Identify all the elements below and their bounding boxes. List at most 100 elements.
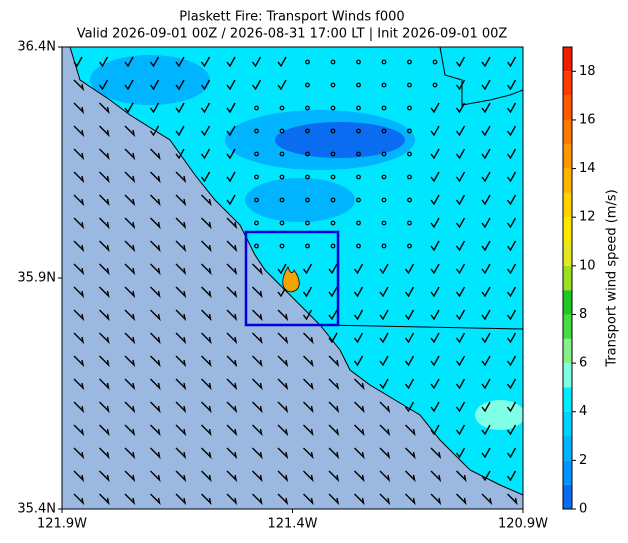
wind-barb: [481, 125, 491, 137]
wind-barb: [124, 332, 136, 345]
wind-barb: [124, 286, 136, 299]
calm-marker: [381, 197, 387, 203]
wind-barb: [430, 309, 440, 321]
wind-barb: [175, 355, 187, 368]
wind-barb: [124, 263, 136, 276]
y-tick-label: 35.9N: [17, 271, 56, 286]
wind-barb: [150, 286, 161, 299]
title: Plaskett Fire: Transport Winds f000: [179, 10, 404, 25]
wind-barb: [73, 56, 83, 68]
wind-barb: [481, 493, 493, 506]
wind-barbs: [73, 56, 518, 506]
wind-barb: [430, 401, 440, 413]
wind-barb: [379, 447, 391, 460]
wind-barb: [226, 493, 238, 506]
wind-barb: [175, 102, 185, 114]
wind-barb: [124, 493, 136, 506]
wind-barb: [379, 378, 389, 390]
wind-barb: [506, 286, 517, 298]
wind-barb: [354, 447, 365, 460]
wind-barb: [481, 447, 491, 459]
calm-marker: [407, 243, 412, 249]
calm-marker: [432, 59, 438, 65]
wind-barb: [73, 148, 85, 161]
wind-barb: [456, 493, 467, 506]
wind-barb: [99, 194, 110, 207]
wind-barb: [201, 424, 212, 437]
wind-barb: [379, 401, 391, 414]
wind-barb: [481, 217, 491, 229]
wind-barb: [150, 424, 161, 437]
wind-barb: [328, 447, 340, 460]
wind-barb: [175, 424, 187, 437]
colorbar-band: [563, 71, 572, 96]
wind-barb: [99, 424, 110, 437]
wind-barb: [200, 125, 211, 137]
wind-barb: [252, 355, 263, 368]
wind-barb: [124, 355, 136, 368]
calm-marker: [305, 243, 310, 249]
wind-barb: [201, 401, 212, 414]
wind-barb: [506, 148, 517, 160]
wind-barb: [175, 309, 187, 322]
wind-barb: [404, 332, 415, 344]
calm-marker: [254, 243, 259, 249]
wind-barb: [506, 470, 517, 482]
wind-barb: [277, 263, 287, 275]
colorbar-band: [563, 363, 572, 388]
wind-barb: [506, 355, 517, 367]
wind-barb: [302, 309, 313, 321]
wind-barb: [481, 240, 491, 252]
wind-barb: [328, 493, 340, 506]
y-tick-label: 36.4N: [17, 40, 56, 55]
wind-barb: [506, 125, 517, 137]
wind-barb: [405, 493, 416, 506]
calm-marker: [356, 174, 361, 180]
wind-barb: [354, 493, 365, 506]
wind-barb: [99, 125, 110, 138]
wind-barb: [303, 355, 314, 368]
wind-barb: [150, 263, 161, 276]
wind-barb: [353, 309, 364, 321]
wind-barb: [455, 102, 466, 114]
wind-barb: [455, 125, 466, 137]
wind-barb: [149, 102, 160, 114]
wind-barb: [226, 309, 238, 322]
wind-barb: [455, 263, 466, 275]
wind-barb: [404, 378, 415, 390]
wind-barb: [303, 332, 314, 345]
wind-barb: [99, 240, 110, 253]
wind-barb: [252, 263, 263, 276]
wind-barb: [430, 148, 440, 160]
wind-barb: [379, 309, 389, 321]
wind-barb: [303, 470, 314, 483]
wind-barb: [226, 102, 236, 114]
wind-barb: [277, 401, 289, 414]
colorbar-band: [563, 119, 572, 145]
colorbar-band: [563, 217, 572, 242]
wind-barb: [481, 194, 491, 206]
wind-barb: [99, 470, 110, 483]
calm-marker: [305, 128, 310, 134]
calm-marker: [330, 105, 336, 111]
x-tick-label: 121.4W: [267, 517, 317, 532]
wind-barb: [124, 240, 136, 253]
wind-barb: [226, 286, 238, 299]
wind-barb: [201, 355, 212, 368]
calm-marker: [330, 59, 336, 65]
calm-marker: [381, 105, 387, 111]
calm-marker: [254, 105, 259, 111]
wind-barb: [201, 309, 212, 322]
calm-marker: [305, 220, 310, 226]
calm-marker: [279, 174, 285, 180]
wind-barb: [455, 194, 466, 206]
wind-barb: [379, 493, 391, 506]
wind-barb: [150, 309, 161, 322]
wind-barb: [251, 56, 262, 68]
calm-marker: [381, 220, 387, 226]
wind-barb: [252, 332, 263, 345]
wind-barb: [379, 263, 389, 275]
wind-barb: [481, 378, 491, 390]
wind-barb: [353, 286, 364, 298]
calm-marker: [254, 197, 259, 203]
